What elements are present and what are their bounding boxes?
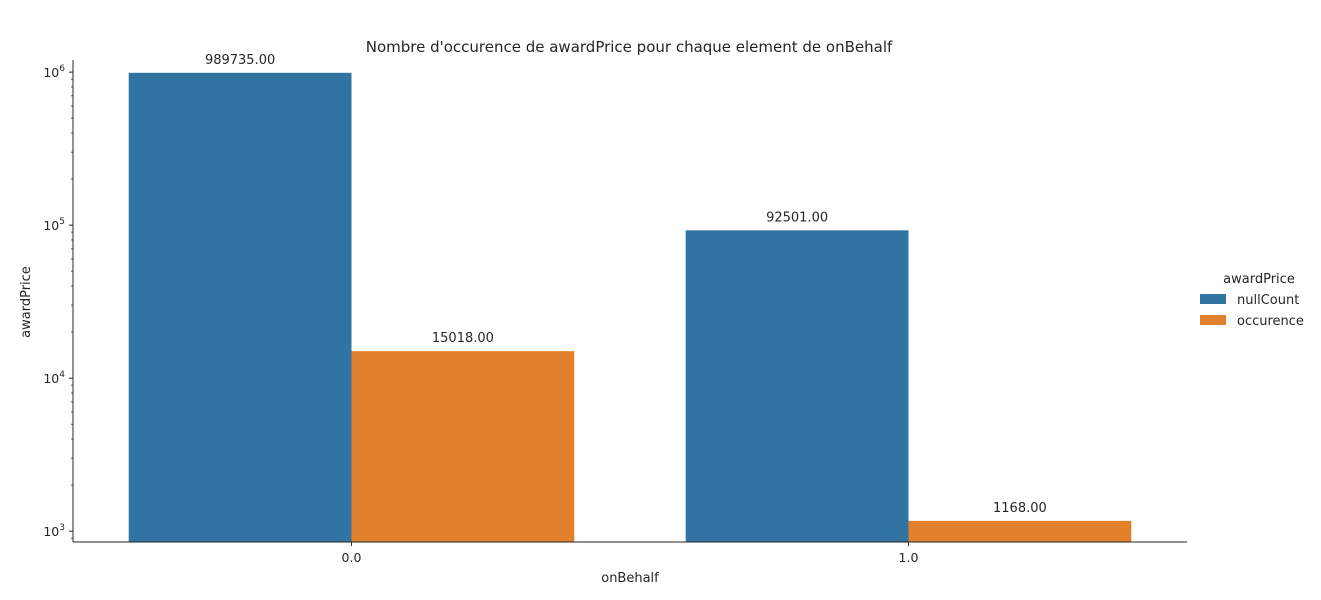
legend-swatch-occurence bbox=[1200, 315, 1226, 325]
y-tick-exponent: 4 bbox=[59, 370, 65, 380]
data-label-nullCount-1.0: 92501.00 bbox=[766, 210, 828, 225]
bar-nullCount-0.0 bbox=[128, 72, 352, 543]
bar-occurence-1.0 bbox=[908, 520, 1132, 542]
x-tick-label-1.0: 1.0 bbox=[899, 550, 919, 565]
y-tick-label-5: 105 bbox=[43, 217, 65, 233]
bars-group bbox=[128, 72, 1132, 543]
x-tick-label-0.0: 0.0 bbox=[342, 550, 362, 565]
bar-labels-group: 989735.00 15018.00 92501.00 1168.00 bbox=[205, 53, 1047, 516]
bar-nullCount-1.0 bbox=[685, 230, 909, 543]
data-label-nullCount-0.0: 989735.00 bbox=[205, 53, 275, 68]
y-tick-base: 10 bbox=[43, 218, 59, 233]
y-tick-exponent: 3 bbox=[59, 523, 65, 533]
y-tick-label-3: 103 bbox=[43, 523, 65, 539]
y-tick-exponent: 6 bbox=[59, 64, 65, 74]
bar-occurence-0.0 bbox=[351, 351, 575, 542]
data-label-occurence-1.0: 1168.00 bbox=[993, 501, 1047, 516]
y-tick-exponent: 5 bbox=[59, 217, 65, 227]
legend-title: awardPrice bbox=[1223, 272, 1295, 287]
y-tick-base: 10 bbox=[43, 65, 59, 80]
y-axis-title: awardPrice bbox=[19, 266, 34, 338]
y-tick-label-4: 104 bbox=[43, 370, 65, 386]
legend: awardPrice nullCount occurence bbox=[1200, 272, 1304, 329]
y-tick-base: 10 bbox=[43, 371, 59, 386]
legend-label-occurence: occurence bbox=[1237, 314, 1304, 329]
data-label-occurence-0.0: 15018.00 bbox=[432, 331, 494, 346]
y-tick-label-6: 106 bbox=[43, 64, 65, 80]
x-axis-title: onBehalf bbox=[601, 571, 659, 586]
legend-swatch-nullCount bbox=[1200, 294, 1226, 304]
chart-title: Nombre d'occurence de awardPrice pour ch… bbox=[366, 38, 893, 56]
y-tick-base: 10 bbox=[43, 524, 59, 539]
legend-label-nullCount: nullCount bbox=[1237, 293, 1299, 308]
